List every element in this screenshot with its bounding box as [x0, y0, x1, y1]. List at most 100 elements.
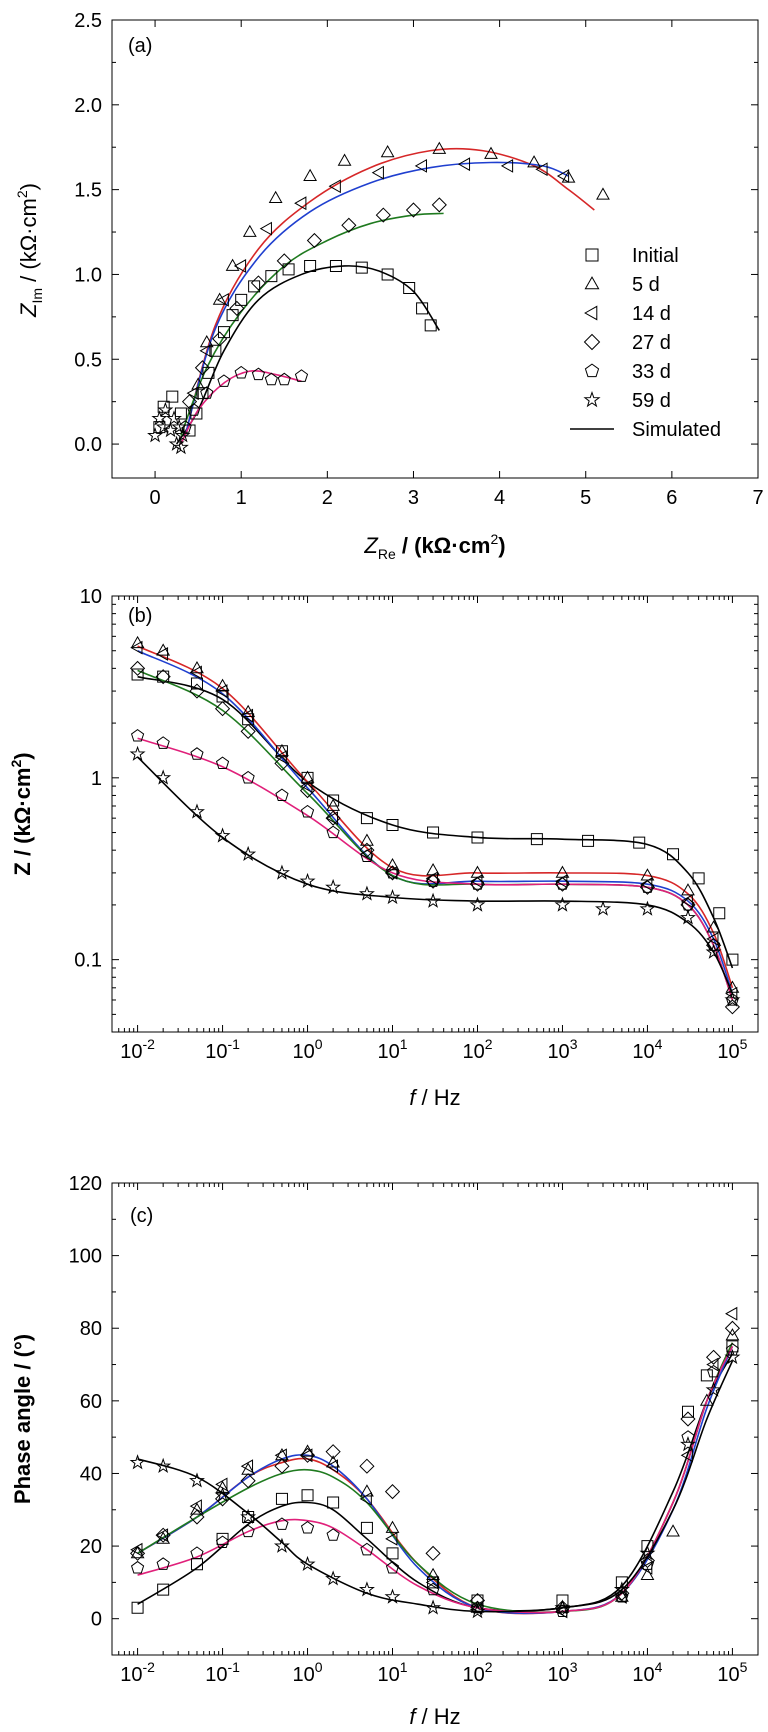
data-point	[414, 158, 427, 173]
data-point	[500, 158, 514, 173]
x-tick-label: 101	[377, 1659, 407, 1686]
data-point	[614, 1589, 629, 1602]
data-point	[242, 224, 257, 237]
data-point	[229, 300, 245, 316]
data-point	[212, 331, 228, 347]
data-point	[130, 1545, 145, 1559]
data-point	[276, 253, 292, 269]
data-point	[275, 743, 289, 757]
data-point	[242, 713, 255, 726]
data-point	[189, 665, 202, 680]
data-point	[299, 1447, 316, 1463]
data-point	[214, 701, 231, 717]
data-point	[384, 1484, 401, 1500]
data-point	[156, 1557, 170, 1570]
data-point	[384, 888, 401, 905]
data-point	[130, 640, 143, 655]
x-tick-label: 105	[717, 1036, 747, 1063]
data-point	[381, 268, 394, 281]
x-tick-label: 105	[717, 1659, 747, 1686]
data-point	[215, 1477, 228, 1492]
data-point	[358, 885, 375, 901]
data-point	[275, 745, 288, 758]
data-point	[325, 810, 341, 826]
data-point	[681, 1430, 695, 1443]
data-point	[129, 660, 146, 676]
data-point	[172, 439, 189, 455]
data-point	[725, 1328, 740, 1341]
data-point	[235, 293, 248, 306]
data-point	[190, 747, 204, 760]
data-point	[325, 878, 342, 895]
data-point	[337, 153, 352, 166]
data-point	[273, 864, 290, 880]
fit-curve	[175, 265, 440, 445]
plot-frame-a	[111, 19, 759, 479]
data-point	[405, 202, 422, 218]
data-point	[300, 1448, 313, 1463]
data-point	[199, 343, 212, 358]
data-point	[200, 386, 214, 399]
x-tick-label: 101	[377, 1036, 407, 1063]
x-tick-label: 100	[293, 1036, 323, 1063]
legend-marker	[583, 333, 601, 351]
data-point	[212, 292, 227, 305]
data-point	[360, 1521, 373, 1534]
data-point	[726, 953, 739, 966]
x-tick-label: 10-2	[120, 1659, 155, 1686]
data-point	[426, 1567, 440, 1581]
data-point	[215, 678, 230, 691]
fit-curve	[184, 161, 569, 436]
panel-label-a: (a)	[128, 35, 152, 57]
data-point	[471, 831, 484, 844]
data-point	[403, 282, 416, 295]
data-point	[299, 1555, 316, 1572]
y-tick-label: 0.1	[74, 950, 102, 972]
data-point	[189, 1499, 202, 1514]
data-point	[153, 421, 166, 434]
data-point	[426, 874, 440, 887]
data-point	[129, 1545, 146, 1561]
data-point	[188, 1472, 205, 1488]
data-point	[328, 179, 341, 194]
data-point	[326, 1528, 340, 1541]
data-point	[470, 1600, 483, 1615]
data-point	[181, 394, 198, 410]
data-point	[385, 1560, 400, 1574]
data-point	[240, 845, 257, 862]
data-point	[274, 750, 287, 765]
data-point	[187, 403, 201, 416]
y-axis-label-a: ZIm / (kΩ·cm2)	[14, 183, 45, 318]
data-point	[329, 259, 342, 272]
data-point	[555, 877, 570, 890]
data-point	[457, 157, 471, 172]
x-tick-label: 104	[632, 1659, 662, 1686]
data-point	[155, 1457, 172, 1473]
data-point	[724, 1320, 741, 1336]
data-point	[326, 825, 340, 839]
data-point	[713, 907, 726, 920]
data-point	[639, 900, 656, 916]
data-point	[386, 1547, 399, 1560]
data-point	[371, 165, 384, 180]
data-point	[667, 848, 680, 861]
data-point	[425, 873, 441, 889]
data-point	[151, 410, 168, 426]
data-point	[216, 690, 229, 703]
data-point	[380, 144, 395, 158]
data-point	[724, 1348, 741, 1365]
data-point	[681, 883, 695, 896]
data-point	[259, 221, 272, 236]
data-point	[300, 1444, 315, 1457]
data-point	[226, 309, 239, 322]
data-point	[130, 728, 145, 742]
data-point	[155, 1528, 169, 1543]
legend-label: 33 d	[632, 361, 671, 383]
data-point	[360, 1542, 374, 1556]
data-point	[301, 771, 314, 784]
y-tick-label: 60	[80, 1391, 102, 1413]
data-point	[188, 803, 205, 819]
fit-curves-b	[137, 645, 734, 1001]
data-point	[155, 769, 172, 785]
